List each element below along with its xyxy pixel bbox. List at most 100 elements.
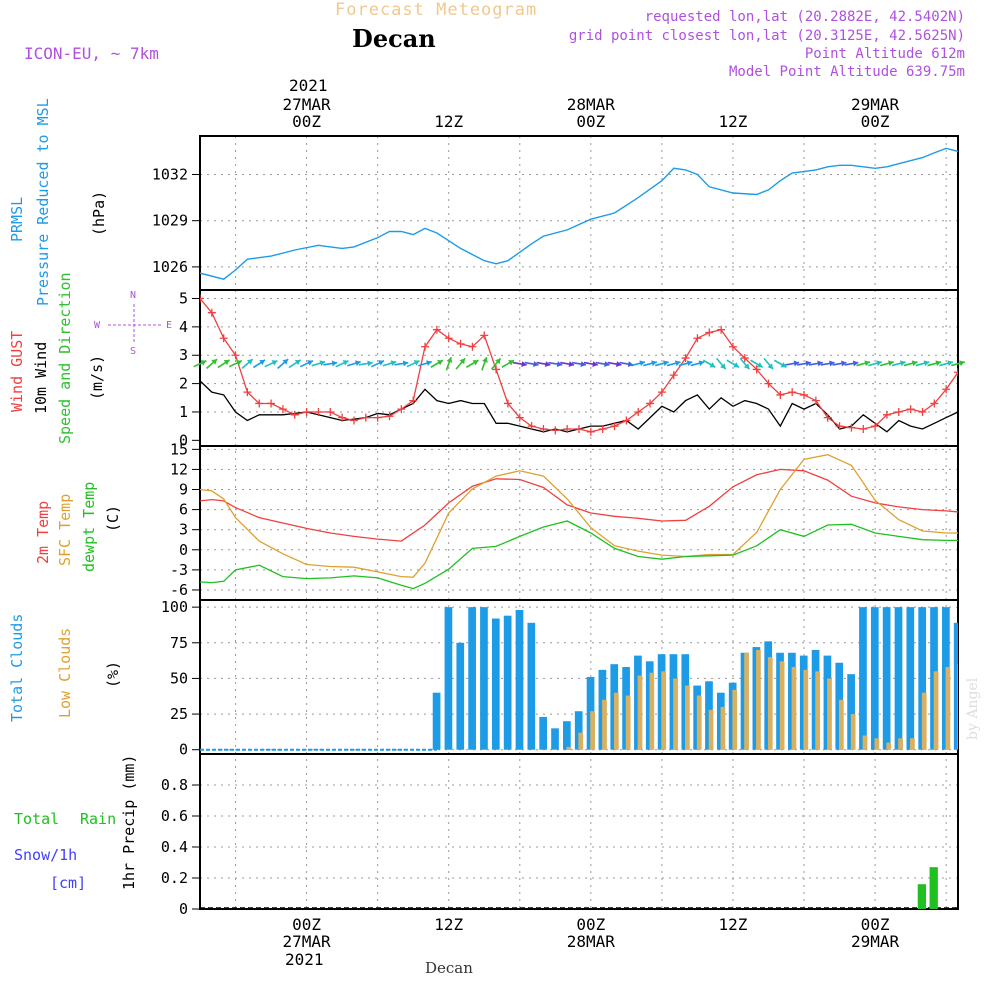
total-clouds-bar xyxy=(539,716,548,750)
gust-marker xyxy=(444,334,453,343)
gust-marker xyxy=(823,413,832,422)
gust-marker xyxy=(551,426,560,435)
footer-place: Decan xyxy=(425,959,473,977)
x-hour-label-bottom: 12Z xyxy=(719,915,748,934)
gust-marker xyxy=(728,342,737,351)
clouds-ytick-label: 0 xyxy=(179,741,188,759)
gust-marker xyxy=(990,331,998,339)
low-clouds-bar xyxy=(815,671,821,750)
gust-marker xyxy=(456,339,465,348)
total-clouds-bar xyxy=(894,607,903,750)
model-altitude: Model Point Altitude 639.75m xyxy=(728,64,965,80)
total-clouds-bar xyxy=(444,607,453,750)
total-clouds-bar xyxy=(870,607,879,750)
low-clouds-bar xyxy=(803,669,809,750)
gust-marker xyxy=(290,410,299,419)
gust-marker xyxy=(954,368,958,377)
gridpoint-coords: grid point closest lon,lat (20.3125E, 42… xyxy=(568,28,965,44)
wind-ytick-label: 5 xyxy=(179,290,188,308)
compass-w: W xyxy=(94,320,101,331)
temp-ytick-label: 15 xyxy=(170,440,188,458)
x-date-label-bottom: 29MAR xyxy=(851,932,900,951)
wind-direction-arrow xyxy=(678,360,693,367)
wind-direction-arrow xyxy=(560,361,575,368)
precip-rain-label: Rain xyxy=(80,810,117,828)
wind-direction-arrow xyxy=(939,360,954,367)
gust-marker xyxy=(894,407,903,416)
low-clouds-bar xyxy=(613,692,619,750)
gust-marker xyxy=(871,422,880,431)
wind-direction-arrow xyxy=(716,357,727,370)
gust-marker xyxy=(942,385,951,394)
wind-direction-arrow xyxy=(193,360,207,368)
gust-marker xyxy=(835,422,844,431)
wind-direction-arrow xyxy=(820,360,835,367)
wind-ytick-label: 3 xyxy=(179,346,188,364)
temp-ytick-label: 12 xyxy=(170,460,188,478)
x-date-label-top: 28MAR xyxy=(567,95,616,114)
wind-direction-arrow xyxy=(808,360,823,367)
gust-marker xyxy=(539,424,548,433)
gust-marker xyxy=(421,342,430,351)
wind-direction-arrow xyxy=(217,359,230,369)
wind-direction-arrow xyxy=(455,357,466,370)
gust-marker xyxy=(349,416,358,425)
wind-direction-arrow xyxy=(726,359,740,368)
total-clouds-bar xyxy=(882,607,891,750)
gust-marker xyxy=(788,388,797,397)
low-clouds-bar xyxy=(874,738,880,750)
gust-marker xyxy=(243,388,252,397)
low-clouds-bar xyxy=(661,671,667,750)
gust-marker xyxy=(385,412,394,421)
gust-marker xyxy=(255,399,264,408)
wind-direction-arrow xyxy=(915,360,930,367)
gust-marker xyxy=(966,357,974,365)
temp-ytick-label: 0 xyxy=(179,541,188,559)
compass-arrows xyxy=(108,304,162,344)
precip-cm-label: [cm] xyxy=(50,874,87,892)
gust-marker xyxy=(906,405,915,414)
wind-direction-arrow xyxy=(481,356,488,371)
low-clouds-bar xyxy=(744,652,749,750)
x-hour-label-bottom: 00Z xyxy=(861,915,890,934)
total-clouds-bar xyxy=(574,711,583,750)
wind-direction-arrow xyxy=(631,360,646,367)
x-date-label-bottom: 27MAR xyxy=(283,932,332,951)
gridlines xyxy=(200,136,958,910)
low-clouds-bar xyxy=(827,678,832,750)
low-clouds-bar xyxy=(732,689,738,750)
wind-direction-arrow xyxy=(619,361,634,368)
wind-direction-arrow xyxy=(773,359,787,368)
total-clouds-bar xyxy=(847,674,855,750)
gust-marker xyxy=(622,416,631,425)
low-clouds-bar xyxy=(625,695,631,750)
low-clouds-bar xyxy=(578,732,584,750)
wind-direction-arrow xyxy=(927,360,942,367)
low-clouds-bar xyxy=(933,671,939,750)
temp-ytick-label: -6 xyxy=(170,581,188,599)
wind-direction-arrow xyxy=(277,358,289,369)
x-hour-label-top: 00Z xyxy=(292,112,321,131)
x-hour-label-top: 00Z xyxy=(576,112,605,131)
clouds-ytick-label: 100 xyxy=(161,598,188,616)
clouds-ytick-label: 25 xyxy=(170,705,188,723)
total-clouds-bar xyxy=(468,607,476,750)
gust-marker xyxy=(527,422,536,431)
model-label: ICON-EU, ~ 7km xyxy=(24,44,159,63)
gust-marker xyxy=(231,351,240,360)
wind-direction-arrow xyxy=(607,361,622,368)
year-bottom: 2021 xyxy=(285,950,324,969)
gust-marker xyxy=(764,379,773,388)
gust-marker xyxy=(503,399,512,408)
pressure-ytick-label: 1029 xyxy=(152,212,188,230)
gust-marker xyxy=(575,424,583,433)
t2m-line xyxy=(200,468,958,542)
wind-direction-arrow xyxy=(394,360,409,367)
x-hour-label-bottom: 00Z xyxy=(292,915,321,934)
temp-ytick-label: -3 xyxy=(170,561,188,579)
wind-direction-arrow xyxy=(501,359,515,368)
wind-ytick-label: 0 xyxy=(179,431,188,449)
total-clouds-bar xyxy=(551,728,559,750)
low-clouds-bar xyxy=(720,706,726,750)
low-clouds-bar xyxy=(767,657,773,750)
